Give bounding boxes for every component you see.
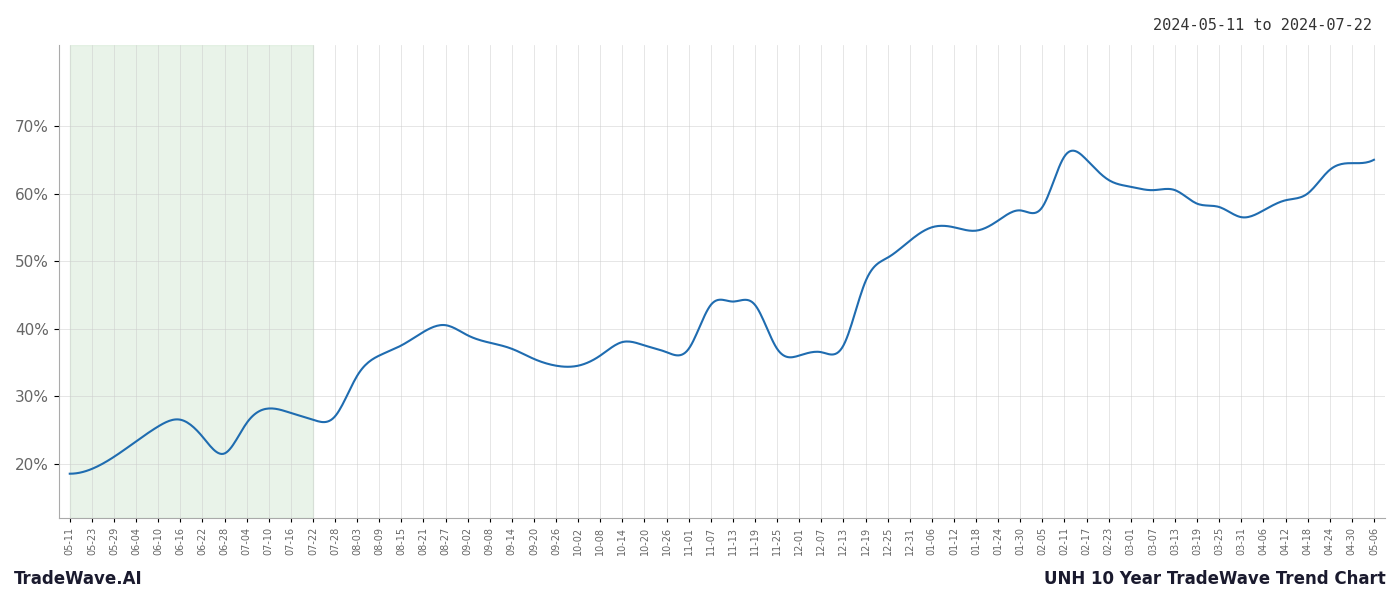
Bar — [70, 45, 314, 518]
Text: 2024-05-11 to 2024-07-22: 2024-05-11 to 2024-07-22 — [1154, 18, 1372, 33]
Text: UNH 10 Year TradeWave Trend Chart: UNH 10 Year TradeWave Trend Chart — [1044, 570, 1386, 588]
Text: TradeWave.AI: TradeWave.AI — [14, 570, 143, 588]
